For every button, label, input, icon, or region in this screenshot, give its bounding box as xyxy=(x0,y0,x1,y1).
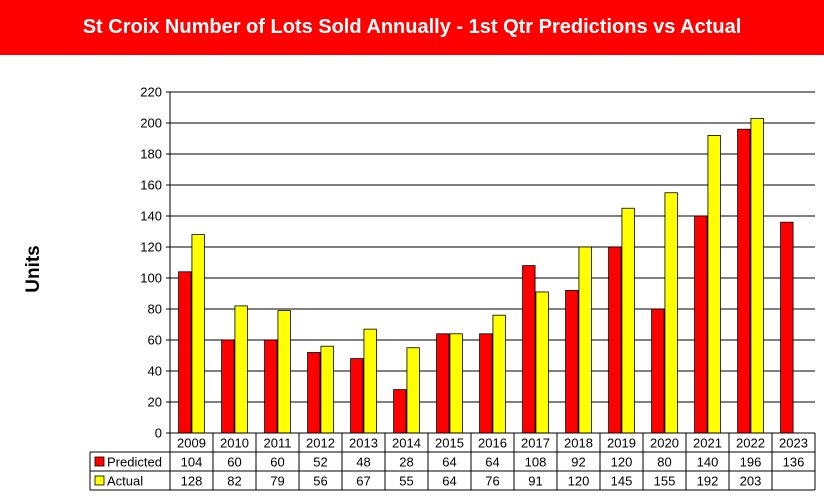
x-tick-label: 2009 xyxy=(177,436,206,451)
x-tick-label: 2018 xyxy=(564,436,593,451)
y-tick-label: 0 xyxy=(155,426,162,441)
bar-actual xyxy=(750,117,764,434)
data-label: 196 xyxy=(740,455,762,470)
bar-actual xyxy=(707,134,721,434)
bar-actual xyxy=(621,207,635,434)
bar-actual xyxy=(363,328,377,434)
data-label: 108 xyxy=(525,455,547,470)
plot-area xyxy=(170,92,815,433)
y-tick-label: 200 xyxy=(140,116,162,131)
data-label: 155 xyxy=(654,474,676,489)
data-label: 76 xyxy=(485,474,499,489)
bar-predicted xyxy=(694,215,708,434)
data-label: 91 xyxy=(528,474,542,489)
legend-swatch xyxy=(94,456,105,467)
bar-predicted xyxy=(608,246,622,434)
data-label: 120 xyxy=(568,474,590,489)
data-label: 203 xyxy=(740,474,762,489)
legend-label: Actual xyxy=(107,474,143,489)
data-label: 80 xyxy=(657,455,671,470)
data-label: 60 xyxy=(270,455,284,470)
y-tick-label: 160 xyxy=(140,178,162,193)
y-tick-label: 120 xyxy=(140,240,162,255)
bar-predicted xyxy=(565,289,579,434)
title-bar: St Croix Number of Lots Sold Annually - … xyxy=(0,0,824,55)
data-label: 55 xyxy=(399,474,413,489)
bar-predicted xyxy=(737,128,751,434)
data-label: 64 xyxy=(442,455,456,470)
data-label: 82 xyxy=(227,474,241,489)
y-tick-label: 180 xyxy=(140,147,162,162)
bar-actual xyxy=(578,246,592,434)
y-tick-label: 40 xyxy=(148,364,162,379)
x-tick-label: 2017 xyxy=(521,436,550,451)
y-tick-label: 80 xyxy=(148,302,162,317)
x-tick-label: 2011 xyxy=(264,436,292,451)
y-tick-label: 100 xyxy=(140,271,162,286)
bar-predicted xyxy=(350,358,364,434)
y-tick-label: 60 xyxy=(148,333,162,348)
x-tick-label: 2010 xyxy=(220,436,249,451)
bar-actual xyxy=(406,347,420,434)
x-tick-label: 2020 xyxy=(650,436,679,451)
bar-actual xyxy=(535,291,549,434)
x-tick-label: 2022 xyxy=(736,436,765,451)
bar-actual xyxy=(320,345,334,434)
y-tick-label: 220 xyxy=(140,85,162,100)
data-label: 64 xyxy=(442,474,456,489)
x-tick-label: 2013 xyxy=(349,436,378,451)
data-label: 140 xyxy=(697,455,719,470)
bar-actual xyxy=(664,192,678,434)
bar-actual xyxy=(234,305,248,434)
x-tick-label: 2015 xyxy=(435,436,464,451)
data-label: 92 xyxy=(571,455,585,470)
bar-actual xyxy=(191,234,205,434)
legend-swatch xyxy=(94,475,105,486)
y-tick-label: 20 xyxy=(148,395,162,410)
x-tick-label: 2021 xyxy=(693,436,722,451)
data-label: 136 xyxy=(783,455,805,470)
x-tick-label: 2016 xyxy=(478,436,507,451)
data-label: 56 xyxy=(313,474,327,489)
bar-predicted xyxy=(479,333,493,434)
bar-predicted xyxy=(651,308,665,434)
bar-actual xyxy=(492,314,506,434)
data-label: 104 xyxy=(181,455,203,470)
data-label: 128 xyxy=(181,474,203,489)
data-label: 145 xyxy=(611,474,633,489)
data-label: 52 xyxy=(313,455,327,470)
bar-predicted xyxy=(221,339,235,434)
bar-actual xyxy=(449,333,463,434)
bar-predicted xyxy=(178,271,192,434)
data-label: 192 xyxy=(697,474,719,489)
data-label: 28 xyxy=(399,455,413,470)
bar-actual xyxy=(277,310,291,434)
data-label: 60 xyxy=(227,455,241,470)
data-label: 64 xyxy=(485,455,499,470)
bar-predicted xyxy=(780,221,794,434)
y-tick-label: 140 xyxy=(140,209,162,224)
data-label: 120 xyxy=(611,455,633,470)
legend-label: Predicted xyxy=(107,455,162,470)
x-tick-label: 2019 xyxy=(607,436,636,451)
bar-predicted xyxy=(522,265,536,434)
data-label: 67 xyxy=(356,474,370,489)
x-tick-label: 2014 xyxy=(392,436,421,451)
x-tick-label: 2023 xyxy=(779,436,808,451)
chart-title: St Croix Number of Lots Sold Annually - … xyxy=(82,16,742,38)
bar-predicted xyxy=(307,351,321,434)
x-tick-label: 2012 xyxy=(306,436,335,451)
bar-predicted xyxy=(436,333,450,434)
data-label: 48 xyxy=(356,455,370,470)
bar-predicted xyxy=(393,389,407,434)
data-label: 79 xyxy=(270,474,284,489)
bar-predicted xyxy=(264,339,278,434)
